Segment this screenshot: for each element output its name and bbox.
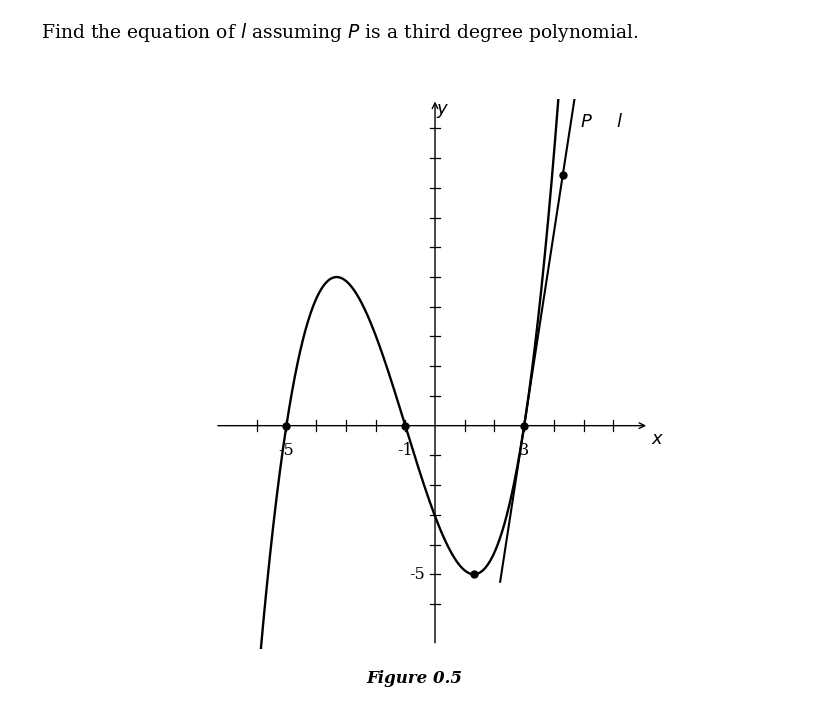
Text: Figure 0.5: Figure 0.5 (366, 670, 461, 687)
Text: -1: -1 (397, 442, 413, 459)
Text: 3: 3 (519, 442, 528, 459)
Text: -5: -5 (278, 442, 294, 459)
Text: $l$: $l$ (615, 114, 622, 131)
Text: Find the equation of $l$ assuming $P$ is a third degree polynomial.: Find the equation of $l$ assuming $P$ is… (41, 21, 638, 44)
Text: $P$: $P$ (580, 114, 592, 131)
Text: $y$: $y$ (435, 102, 448, 120)
Text: -5: -5 (409, 566, 424, 583)
Text: $x$: $x$ (650, 430, 663, 448)
